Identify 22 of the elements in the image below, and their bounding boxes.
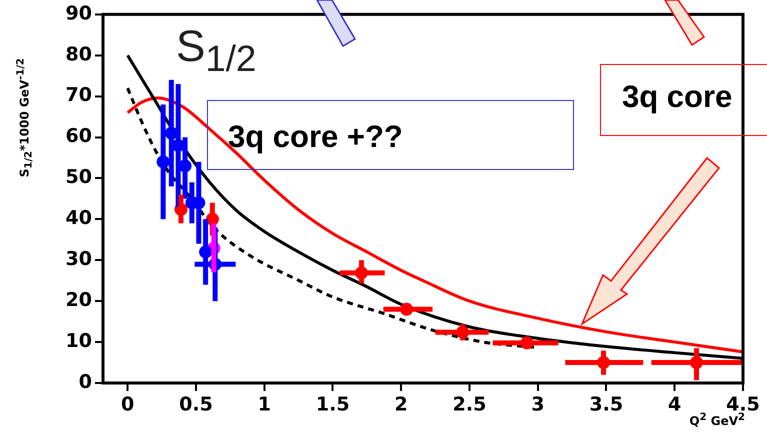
x-tick-label: 1.5 bbox=[316, 393, 350, 416]
x-tick-label: 3.5 bbox=[589, 393, 624, 416]
annotation: 3q core +?? bbox=[207, 100, 574, 170]
y-tick-label: 80 bbox=[66, 43, 92, 66]
x-tick-label: 0.5 bbox=[179, 393, 213, 416]
y-tick-label: 70 bbox=[66, 84, 92, 106]
y-tick-label: 30 bbox=[66, 248, 92, 270]
y-tick-label: 0 bbox=[78, 370, 92, 393]
y-tick-label: 40 bbox=[66, 207, 92, 230]
y-tick-label: 50 bbox=[66, 166, 92, 188]
annotation: S$_{1/2}$ bbox=[176, 22, 256, 80]
x-tick-label: 2 bbox=[394, 393, 408, 416]
y-tick-label: 10 bbox=[66, 330, 92, 352]
x-tick-label: 4 bbox=[668, 393, 682, 416]
x-tick-label: 0 bbox=[121, 393, 134, 416]
x-tick-label: 1 bbox=[258, 393, 271, 416]
x-tick-label: 3 bbox=[531, 393, 544, 416]
y-tick-label: 90 bbox=[66, 2, 92, 24]
x-tick-label: 2.5 bbox=[452, 393, 486, 416]
y-tick-label: 60 bbox=[66, 125, 92, 148]
annotation: 3q core bbox=[600, 64, 767, 136]
y-tick-label: 20 bbox=[66, 289, 92, 312]
